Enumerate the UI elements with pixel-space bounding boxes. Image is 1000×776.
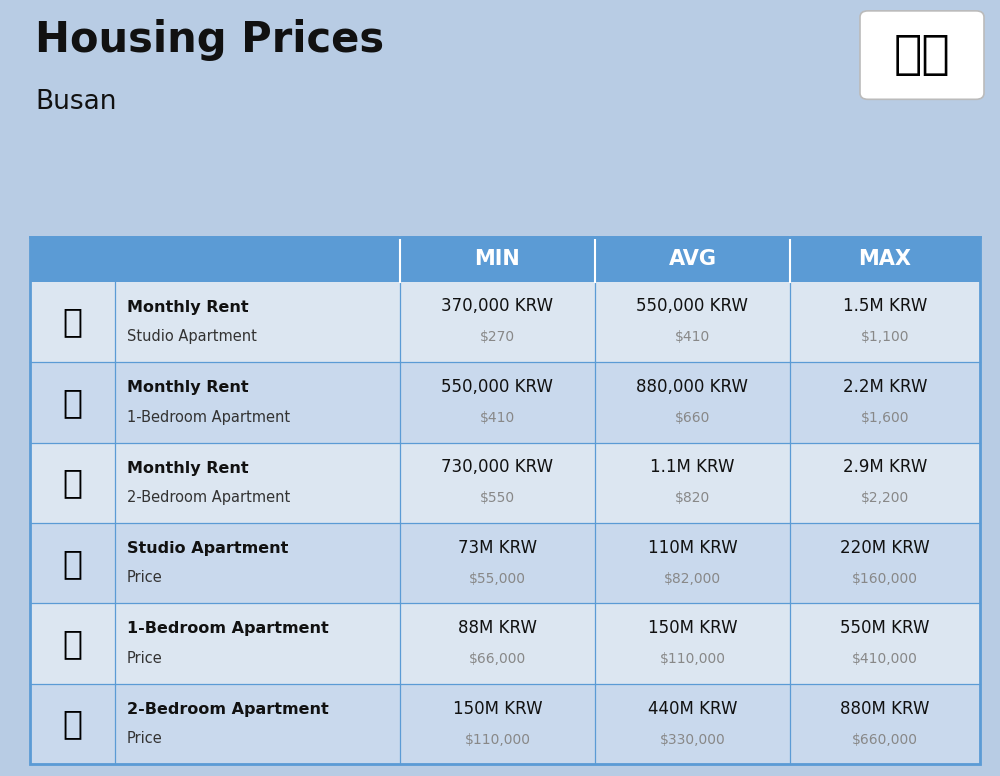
Bar [30, 362, 980, 442]
Text: 1.1M KRW: 1.1M KRW [650, 459, 735, 476]
Text: $410: $410 [480, 411, 515, 425]
Text: 1-Bedroom Apartment: 1-Bedroom Apartment [127, 410, 290, 424]
Text: $330,000: $330,000 [660, 733, 725, 747]
Text: Monthly Rent: Monthly Rent [127, 461, 249, 476]
Bar [30, 237, 980, 764]
Text: $410: $410 [675, 331, 710, 345]
Text: 🏡: 🏡 [63, 466, 83, 499]
Text: MAX: MAX [858, 249, 912, 269]
Text: 2-Bedroom Apartment: 2-Bedroom Apartment [127, 490, 290, 505]
Text: Studio Apartment: Studio Apartment [127, 329, 257, 344]
Bar [30, 684, 980, 764]
Text: 550,000 KRW: 550,000 KRW [441, 378, 554, 396]
Text: MIN: MIN [475, 249, 520, 269]
Text: 73M KRW: 73M KRW [458, 539, 537, 556]
Text: 🏢: 🏢 [63, 547, 83, 580]
Text: $55,000: $55,000 [469, 572, 526, 586]
Text: 🏠: 🏠 [63, 708, 83, 740]
Text: $270: $270 [480, 331, 515, 345]
Bar [30, 604, 980, 684]
Text: 2.9M KRW: 2.9M KRW [843, 459, 927, 476]
Text: $110,000: $110,000 [464, 733, 530, 747]
Text: 🏢: 🏢 [63, 306, 83, 338]
Text: $82,000: $82,000 [664, 572, 721, 586]
Text: Price: Price [127, 732, 163, 747]
Text: 550,000 KRW: 550,000 KRW [637, 297, 748, 315]
Text: 🇰🇷: 🇰🇷 [894, 33, 950, 78]
Text: Price: Price [127, 651, 163, 666]
Text: 150M KRW: 150M KRW [453, 700, 542, 718]
Text: 2-Bedroom Apartment: 2-Bedroom Apartment [127, 702, 329, 717]
Text: Monthly Rent: Monthly Rent [127, 300, 249, 314]
Text: Housing Prices: Housing Prices [35, 19, 384, 61]
Text: Monthly Rent: Monthly Rent [127, 380, 249, 395]
Text: Studio Apartment: Studio Apartment [127, 541, 288, 556]
FancyBboxPatch shape [860, 11, 984, 99]
Bar [30, 237, 400, 282]
Text: $550: $550 [480, 491, 515, 505]
Text: 1.5M KRW: 1.5M KRW [843, 297, 927, 315]
Text: 550M KRW: 550M KRW [840, 619, 930, 637]
Bar [30, 523, 980, 604]
Text: $66,000: $66,000 [469, 652, 526, 667]
Text: AVG: AVG [668, 249, 716, 269]
Bar [30, 282, 980, 362]
Bar [30, 442, 980, 523]
Text: 1-Bedroom Apartment: 1-Bedroom Apartment [127, 622, 329, 636]
Text: 220M KRW: 220M KRW [840, 539, 930, 556]
Text: 110M KRW: 110M KRW [648, 539, 737, 556]
Text: $2,200: $2,200 [861, 491, 909, 505]
Text: $660,000: $660,000 [852, 733, 918, 747]
Text: 88M KRW: 88M KRW [458, 619, 537, 637]
Text: $1,600: $1,600 [861, 411, 909, 425]
Text: $160,000: $160,000 [852, 572, 918, 586]
Text: 440M KRW: 440M KRW [648, 700, 737, 718]
Text: $660: $660 [675, 411, 710, 425]
Text: 🏠: 🏠 [63, 386, 83, 419]
Text: $1,100: $1,100 [861, 331, 909, 345]
Text: $110,000: $110,000 [660, 652, 726, 667]
Text: Busan: Busan [35, 89, 116, 116]
Text: 150M KRW: 150M KRW [648, 619, 737, 637]
Text: Price: Price [127, 570, 163, 585]
Text: $410,000: $410,000 [852, 652, 918, 667]
Text: 🏠: 🏠 [63, 627, 83, 660]
Text: 370,000 KRW: 370,000 KRW [441, 297, 554, 315]
Text: 880M KRW: 880M KRW [840, 700, 930, 718]
Text: $820: $820 [675, 491, 710, 505]
Text: 880,000 KRW: 880,000 KRW [637, 378, 748, 396]
Text: 730,000 KRW: 730,000 KRW [441, 459, 554, 476]
Bar [30, 237, 980, 282]
Text: 2.2M KRW: 2.2M KRW [843, 378, 927, 396]
